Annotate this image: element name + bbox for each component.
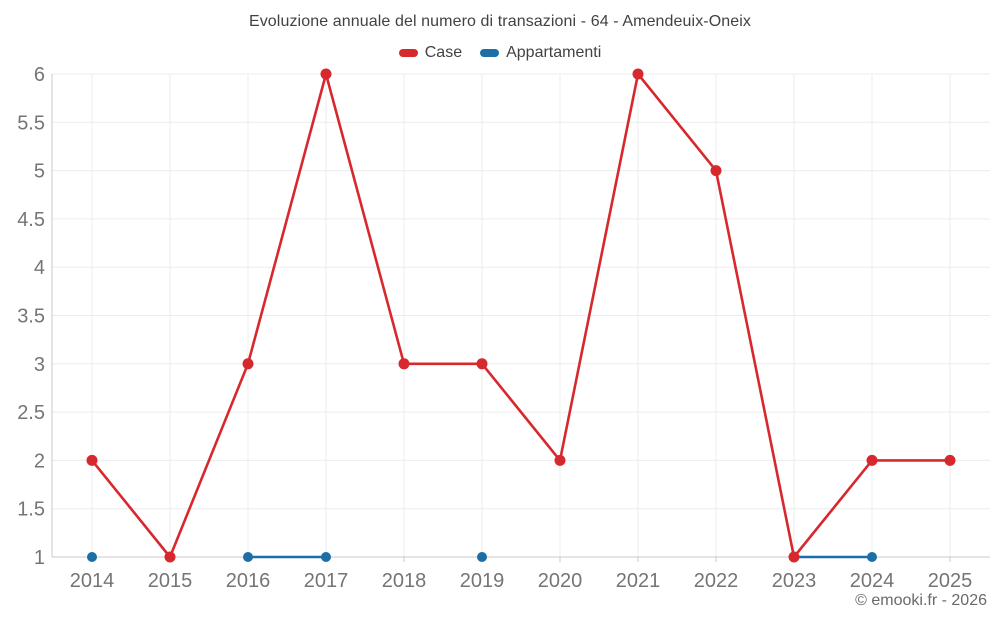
data-point-case[interactable]	[554, 454, 566, 466]
series-line-case	[90, 72, 952, 559]
y-axis-tick-label: 5	[34, 161, 45, 183]
x-axis-tick-label: 2023	[772, 570, 817, 592]
x-axis-tick-label: 2014	[70, 570, 115, 592]
legend-label-case: Case	[424, 44, 463, 61]
x-axis-tick-label: 2016	[226, 570, 271, 592]
y-axis-tick-label: 6	[34, 64, 45, 86]
data-point-case[interactable]	[788, 551, 800, 563]
legend-swatch-case-icon	[398, 49, 418, 57]
y-axis-tick-label: 1.5	[17, 499, 45, 521]
legend-label-appartamenti: Appartamenti	[506, 44, 602, 61]
x-axis-tick-label: 2018	[382, 570, 427, 592]
data-point-case[interactable]	[710, 165, 722, 177]
data-point-case[interactable]	[86, 454, 98, 466]
y-axis-tick-label: 2	[34, 450, 45, 472]
data-point-case[interactable]	[632, 68, 644, 80]
x-axis-tick-label: 2025	[928, 570, 973, 592]
y-axis-tick-label: 3.5	[17, 306, 45, 328]
legend-item-case[interactable]: Case	[398, 44, 463, 62]
x-axis-tick-label: 2015	[148, 570, 193, 592]
y-axis-tick-label: 2.5	[17, 402, 45, 424]
data-point-appartamenti[interactable]	[243, 552, 253, 562]
data-point-appartamenti[interactable]	[477, 552, 487, 562]
chart-title: Evoluzione annuale del numero di transaz…	[248, 13, 752, 30]
data-point-appartamenti[interactable]	[867, 552, 877, 562]
data-point-appartamenti[interactable]	[87, 552, 97, 562]
data-point-case[interactable]	[866, 454, 878, 466]
legend: Case Appartamenti	[0, 44, 1000, 62]
data-point-case[interactable]	[476, 358, 488, 370]
y-axis-tick-label: 3	[34, 354, 45, 376]
x-axis-tick-label: 2021	[616, 570, 661, 592]
x-axis-tick-label: 2017	[304, 570, 349, 592]
y-axis-tick-label: 4.5	[17, 209, 45, 231]
x-axis-tick-label: 2020	[538, 570, 583, 592]
data-point-case[interactable]	[944, 454, 956, 466]
x-axis-tick-label: 2022	[694, 570, 739, 592]
copyright-footer: © emooki.fr - 2026	[855, 592, 987, 609]
data-point-case[interactable]	[164, 551, 176, 563]
data-point-case[interactable]	[242, 358, 254, 370]
x-axis-tick-label: 2024	[850, 570, 895, 592]
y-axis-tick-label: 1	[34, 547, 45, 569]
x-axis-tick-label: 2019	[460, 570, 505, 592]
y-axis-tick-label: 4	[34, 257, 45, 279]
data-point-appartamenti[interactable]	[321, 552, 331, 562]
legend-swatch-appartamenti-icon	[480, 49, 500, 57]
data-point-case[interactable]	[320, 68, 332, 80]
legend-item-appartamenti[interactable]: Appartamenti	[480, 44, 601, 62]
data-point-case[interactable]	[398, 358, 410, 370]
y-axis-tick-label: 5.5	[17, 112, 45, 134]
